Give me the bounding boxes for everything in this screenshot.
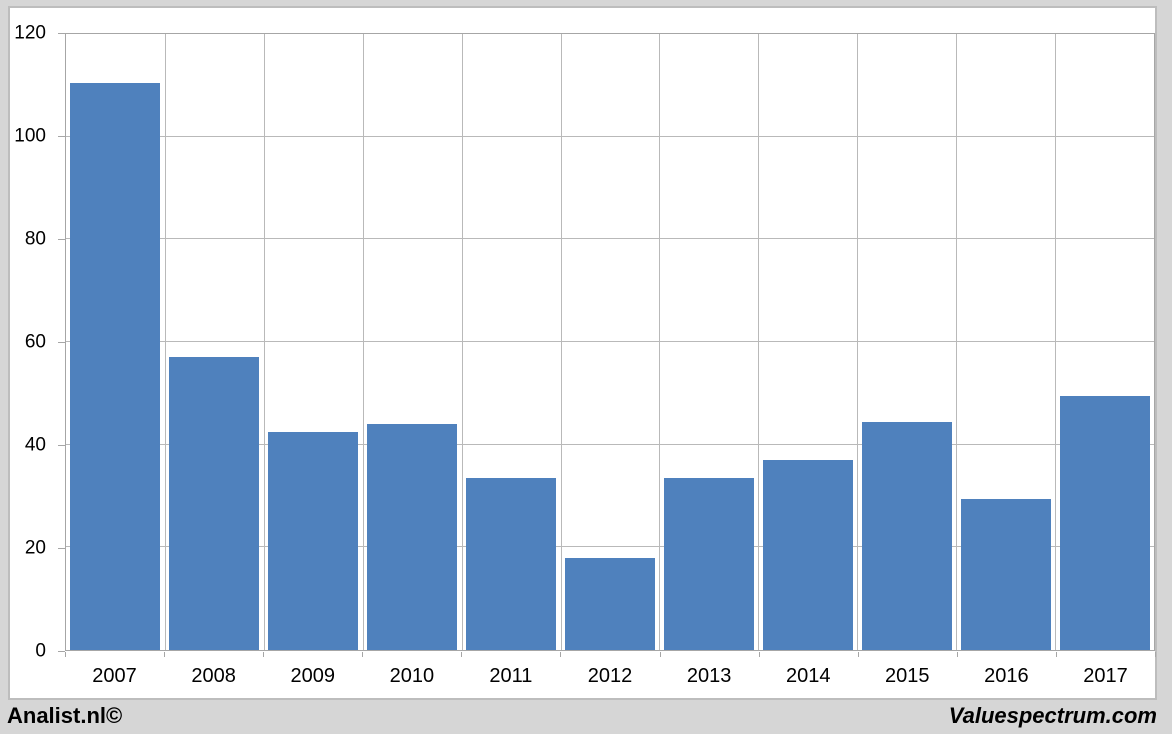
y-tick-label-0: 0 (35, 640, 46, 662)
bar-cell-2014 (758, 34, 857, 650)
bar-2012 (564, 557, 655, 650)
x-tick-mark-6 (659, 652, 661, 657)
v-gridline-8 (857, 34, 859, 650)
h-gridline-80 (66, 238, 1154, 240)
y-axis: 0 20 40 60 80 100 120 (0, 24, 65, 661)
x-tick-label-2013: 2013 (686, 665, 732, 687)
h-gridline-20 (66, 546, 1154, 548)
v-gridline-1 (164, 34, 166, 650)
v-gridline-6 (659, 34, 661, 650)
bar-2013 (663, 478, 754, 650)
y-tick-label-60: 60 (24, 331, 46, 353)
x-tick-mark-5 (560, 652, 562, 657)
x-tick-label-2015: 2015 (885, 665, 930, 687)
x-tick-mark-4 (461, 652, 463, 657)
bar-2014 (762, 460, 853, 650)
x-tick-label-2017: 2017 (1083, 665, 1128, 687)
h-gridline-40 (66, 443, 1154, 445)
x-tick-label-2008: 2008 (191, 665, 236, 687)
bar-cell-2009 (264, 34, 363, 650)
y-tick-label-120: 120 (14, 22, 46, 44)
x-tick-label-2007: 2007 (92, 665, 137, 687)
bar-2015 (861, 421, 952, 650)
bar-2010 (367, 424, 458, 650)
v-gridline-2 (263, 34, 265, 650)
bar-2016 (960, 498, 1051, 650)
y-tick-mark-100 (58, 136, 65, 137)
bar-2017 (1059, 395, 1150, 650)
x-axis: 2007 2008 2009 2010 2011 2012 2013 2014 2015 2016… (65, 652, 1156, 694)
y-tick-label-40: 40 (24, 434, 46, 456)
bar-2011 (466, 478, 557, 650)
bar-cell-2012 (561, 34, 660, 650)
h-gridline-100 (66, 135, 1154, 137)
brand-left-text: Analist.nl© (7, 703, 123, 728)
y-tick-label-20: 20 (24, 537, 46, 559)
y-tick-mark-0 (58, 651, 65, 652)
x-tick-mark-9 (956, 652, 958, 657)
bar-cell-2016 (956, 34, 1055, 650)
bar-cell-2010 (363, 34, 462, 650)
y-tick-label-80: 80 (24, 228, 46, 250)
x-tick-label-2014: 2014 (785, 665, 831, 687)
grid-layer (66, 34, 1154, 650)
x-tick-mark-8 (857, 652, 859, 657)
x-tick-mark-0 (65, 652, 66, 657)
x-tick-mark-3 (362, 652, 364, 657)
plot-area (65, 33, 1155, 651)
x-tick-mark-11 (1155, 652, 1156, 657)
bar-cell-2015 (857, 34, 956, 650)
bar-cell-2007 (66, 34, 165, 650)
v-gridline-3 (362, 34, 364, 650)
brand-right-text: Valuespectrum.com (948, 703, 1157, 728)
y-tick-mark-20 (58, 548, 65, 549)
v-gridline-5 (560, 34, 562, 650)
x-tick-label-2012: 2012 (587, 665, 633, 687)
y-tick-mark-60 (58, 342, 65, 343)
x-tick-label-2011: 2011 (489, 665, 533, 687)
footer: Analist.nl© Valuespectrum.com (0, 700, 1172, 734)
x-tick-mark-2 (263, 652, 265, 657)
bar-cell-2017 (1055, 34, 1154, 650)
x-tick-label-2009: 2009 (290, 665, 335, 687)
y-tick-mark-120 (58, 33, 65, 34)
x-tick-label-2010: 2010 (389, 665, 435, 687)
x-tick-mark-10 (1055, 652, 1057, 657)
bar-cell-2008 (165, 34, 264, 650)
bar-cell-2013 (659, 34, 758, 650)
bars (66, 34, 1154, 650)
x-axis-labels: 2007 2008 2009 2010 2011 2012 2013 2014 2015 2016… (65, 666, 1155, 686)
y-tick-mark-80 (58, 239, 65, 240)
x-tick-label-2016: 2016 (984, 665, 1029, 687)
x-tick-mark-7 (758, 652, 760, 657)
v-gridline-9 (956, 34, 958, 650)
h-gridline-60 (66, 341, 1154, 342)
y-tick-mark-40 (58, 445, 65, 446)
bar-cell-2011 (462, 34, 561, 650)
v-gridline-10 (1055, 34, 1057, 650)
bar-2008 (169, 357, 260, 650)
bar-2009 (268, 431, 359, 650)
y-tick-label-100: 100 (14, 125, 46, 147)
bar-2007 (70, 82, 161, 650)
v-gridline-7 (758, 34, 760, 650)
v-gridline-4 (461, 34, 463, 650)
x-tick-mark-1 (164, 652, 166, 657)
